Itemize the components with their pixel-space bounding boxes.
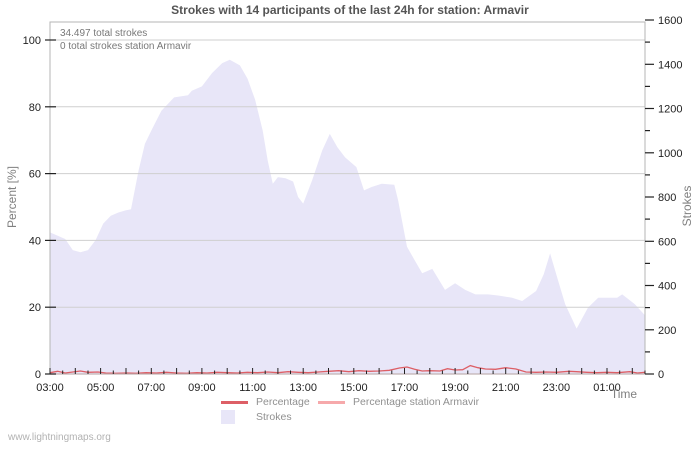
x-tick-label: 09:00 bbox=[188, 382, 216, 394]
y-right-tick-label: 600 bbox=[658, 236, 676, 248]
station-percentage-legend-label: Percentage station Armavir bbox=[353, 396, 480, 408]
x-tick-label: 15:00 bbox=[340, 382, 368, 394]
y-left-tick-label: 100 bbox=[23, 35, 41, 47]
x-tick-label: 13:00 bbox=[289, 382, 317, 394]
x-tick-label: 19:00 bbox=[441, 382, 469, 394]
percentage-legend-swatch bbox=[221, 401, 248, 404]
x-tick-label: 17:00 bbox=[391, 382, 419, 394]
y-right-tick-label: 0 bbox=[658, 369, 664, 381]
y-right-tick-label: 1000 bbox=[658, 148, 682, 160]
strokes-area-series bbox=[50, 59, 645, 375]
x-tick-label: 01:00 bbox=[593, 382, 621, 394]
plot-border bbox=[49, 21, 646, 375]
x-tick-label: 11:00 bbox=[239, 382, 266, 394]
x-axis-title: Time bbox=[610, 387, 638, 401]
y-right-tick-label: 1600 bbox=[658, 15, 682, 27]
y-right-tick-label: 800 bbox=[658, 192, 676, 204]
y-left-tick-label: 60 bbox=[29, 169, 41, 181]
x-tick-label: 07:00 bbox=[138, 382, 166, 394]
y-right-tick-label: 1200 bbox=[658, 104, 682, 116]
x-tick-label: 23:00 bbox=[543, 382, 571, 394]
y-axis-left-title: Percent [%] bbox=[5, 165, 19, 229]
chart-title: Strokes with 14 participants of the last… bbox=[171, 3, 529, 17]
y-axis-right-title: Strokes bbox=[680, 185, 694, 227]
percentage-legend-label: Percentage bbox=[256, 396, 310, 408]
x-tick-label: 21:00 bbox=[492, 382, 520, 394]
y-left-tick-label: 0 bbox=[35, 369, 41, 381]
y-right-tick-label: 400 bbox=[658, 281, 676, 293]
strokes-legend-label: Strokes bbox=[256, 411, 292, 423]
total-strokes-annotation: 34.497 total strokes bbox=[60, 28, 148, 39]
strokes-legend-swatch bbox=[221, 410, 235, 424]
station-total-strokes-annotation: 0 total strokes station Armavir bbox=[60, 41, 192, 52]
y-left-tick-label: 40 bbox=[29, 235, 41, 247]
y-right-tick-label: 200 bbox=[658, 325, 676, 337]
x-tick-label: 03:00 bbox=[36, 382, 64, 394]
y-left-tick-label: 80 bbox=[29, 102, 41, 114]
watermark: www.lightningmaps.org bbox=[8, 432, 111, 443]
y-right-tick-label: 1400 bbox=[658, 59, 682, 71]
x-tick-label: 05:00 bbox=[87, 382, 115, 394]
y-left-tick-label: 20 bbox=[29, 302, 41, 314]
station-percentage-legend-swatch bbox=[318, 401, 345, 404]
